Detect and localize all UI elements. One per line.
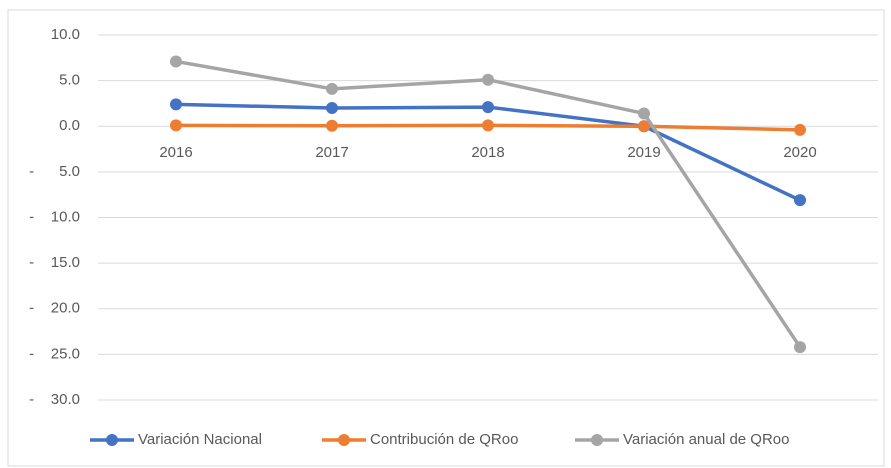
- point: [326, 82, 338, 95]
- point: [170, 119, 182, 132]
- legend-label: Variación Nacional: [138, 431, 262, 448]
- y-tick-label: 5.0: [59, 72, 80, 89]
- x-tick-label: 2019: [627, 144, 660, 161]
- point: [794, 123, 806, 136]
- y-tick-label: 10.0: [51, 26, 80, 43]
- x-tick-label: 2020: [783, 144, 816, 161]
- y-tick-label: - 15.0: [29, 254, 80, 271]
- y-tick-label: - 10.0: [29, 208, 80, 225]
- legend-marker: [591, 434, 603, 446]
- point: [170, 55, 182, 68]
- y-tick-label: - 25.0: [29, 345, 80, 362]
- chart-border: [7, 9, 885, 467]
- point: [482, 73, 494, 86]
- legend-marker: [338, 434, 350, 446]
- x-tick-label: 2017: [315, 144, 348, 161]
- legend-label: Variación anual de QRoo: [623, 431, 790, 448]
- y-tick-label: 0.0: [59, 117, 80, 134]
- y-tick-label: - 5.0: [29, 163, 80, 180]
- x-tick-label: 2018: [471, 144, 504, 161]
- y-tick-label: - 20.0: [29, 300, 80, 317]
- point: [482, 101, 494, 114]
- point: [638, 120, 650, 133]
- point: [170, 98, 182, 111]
- point: [326, 102, 338, 114]
- point: [482, 119, 494, 132]
- point: [794, 341, 806, 354]
- legend-label: Contribución de QRoo: [370, 431, 518, 448]
- x-tick-label: 2016: [159, 144, 192, 161]
- point: [794, 194, 806, 207]
- point: [326, 119, 338, 132]
- point: [638, 107, 650, 120]
- y-tick-label: - 30.0: [29, 391, 80, 408]
- legend-marker: [106, 434, 118, 446]
